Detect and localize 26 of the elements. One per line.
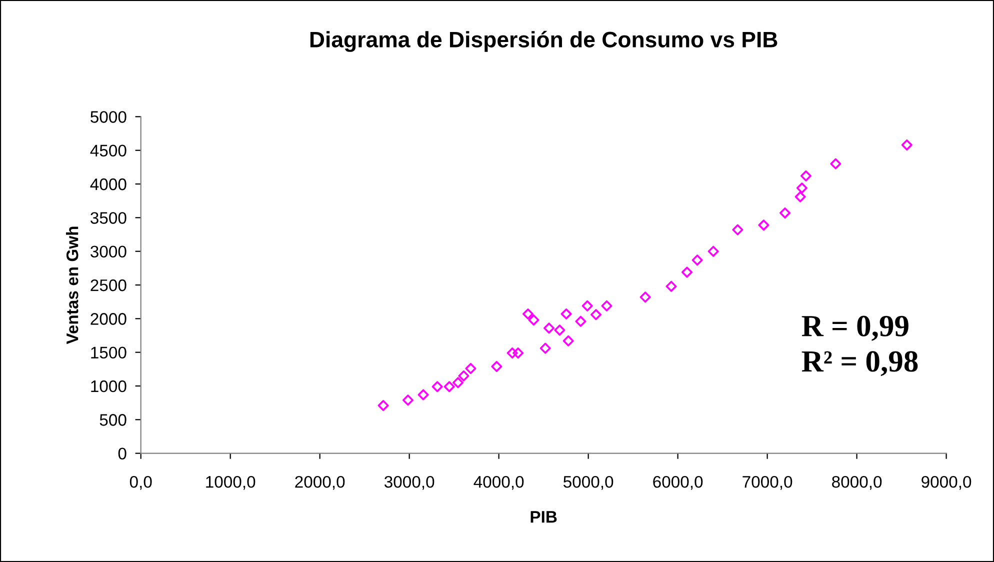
chart-title: Diagrama de Dispersión de Consumo vs PIB (310, 30, 778, 52)
x-tick-label: 6000,0 (653, 476, 703, 490)
x-tick-label: 3000,0 (384, 476, 434, 490)
x-axis-title: PIB (530, 511, 557, 523)
x-tick-label: 2000,0 (295, 476, 345, 490)
x-tick-label: 7000,0 (742, 476, 792, 490)
y-tick-label: 5000 (90, 111, 126, 123)
x-tick-label: 5000,0 (563, 476, 614, 490)
y-tick-label: 1500 (91, 346, 126, 359)
y-tick-label: 1000 (91, 380, 126, 392)
y-tick-label: 500 (100, 414, 126, 426)
annotation: R = 0,99 (802, 316, 908, 341)
annotation: R² = 0,98 (802, 351, 918, 376)
y-tick-label: 0 (118, 448, 126, 460)
x-tick-label: 1000,0 (206, 476, 256, 490)
y-tick-label: 3000 (90, 246, 126, 258)
x-tick-label: 9000,0 (922, 476, 972, 490)
y-tick-label: 4500 (90, 144, 126, 157)
y-tick-label: 3500 (90, 212, 126, 224)
x-tick-label: 4000,0 (474, 476, 524, 490)
y-tick-label: 2000 (90, 313, 126, 325)
y-tick-label: 2500 (90, 279, 126, 292)
x-tick-label: 8000,0 (832, 476, 882, 490)
x-tick-label: 0,0 (130, 476, 152, 490)
y-tick-label: 4000 (90, 178, 126, 190)
y-axis-title: Ventas en Gwh (66, 226, 78, 344)
